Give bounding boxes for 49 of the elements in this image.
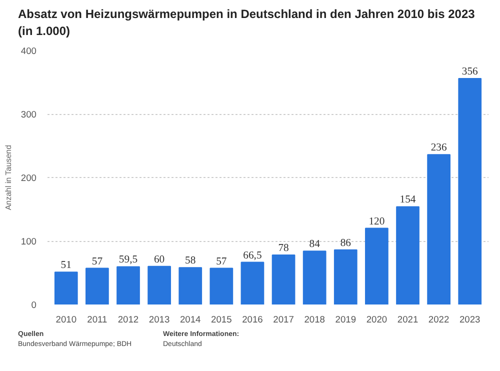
- x-tick-label: 2023: [459, 314, 480, 325]
- bar: [86, 268, 109, 305]
- data-label: 356: [462, 66, 479, 78]
- x-tick-label: 2014: [180, 314, 201, 325]
- data-label: 120: [368, 216, 385, 228]
- x-tick-label: 2017: [273, 314, 294, 325]
- x-tick-label: 2019: [335, 314, 356, 325]
- data-label: 58: [185, 256, 196, 267]
- x-tick-label: 2015: [211, 314, 232, 325]
- x-tick-label: 2021: [397, 314, 418, 325]
- y-tick-label: 300: [20, 110, 37, 120]
- x-tick-label: 2022: [428, 314, 450, 325]
- bar: [240, 262, 264, 305]
- x-tick-label: 2011: [87, 314, 108, 325]
- bar: [427, 154, 450, 305]
- data-label: 154: [400, 194, 416, 206]
- bar: [210, 268, 234, 305]
- bar: [178, 267, 202, 305]
- data-label: 59,5: [118, 255, 138, 266]
- bar: [116, 266, 140, 305]
- y-tick-label: 200: [20, 173, 37, 184]
- bar: [458, 78, 482, 305]
- y-axis-title: Anzahl in Tausend: [4, 145, 13, 210]
- data-label: 236: [430, 142, 448, 154]
- data-label: 51: [60, 260, 72, 272]
- y-tick-label: 100: [20, 236, 37, 247]
- y-tick-label: 0: [31, 300, 37, 310]
- bar: [302, 250, 326, 305]
- bar: [54, 272, 78, 305]
- bar: [365, 228, 388, 305]
- y-tick-label: 400: [20, 46, 37, 56]
- bar: [148, 266, 171, 305]
- data-label: 66,5: [243, 250, 262, 262]
- x-tick-label: 2013: [148, 314, 170, 325]
- data-label: 60: [154, 254, 165, 266]
- data-label: 57: [216, 256, 228, 268]
- bar: [396, 206, 420, 305]
- chart-title: Absatz von Heizungswärmepumpen in Deutschland in den Jahren 2010 bis 2023 (in 1.000): [18, 7, 475, 38]
- data-label: 84: [309, 239, 321, 250]
- data-label: 86: [340, 238, 352, 250]
- data-label: 57: [92, 256, 104, 268]
- data-label: 78: [278, 243, 289, 254]
- x-tick-label: 2010: [56, 314, 77, 325]
- x-tick-label: 2018: [304, 314, 325, 325]
- x-tick-label: 2020: [366, 314, 388, 325]
- bar: [334, 250, 358, 305]
- x-tick-label: 2016: [242, 314, 263, 325]
- x-tick-label: 2012: [118, 314, 139, 325]
- bar: [272, 254, 296, 305]
